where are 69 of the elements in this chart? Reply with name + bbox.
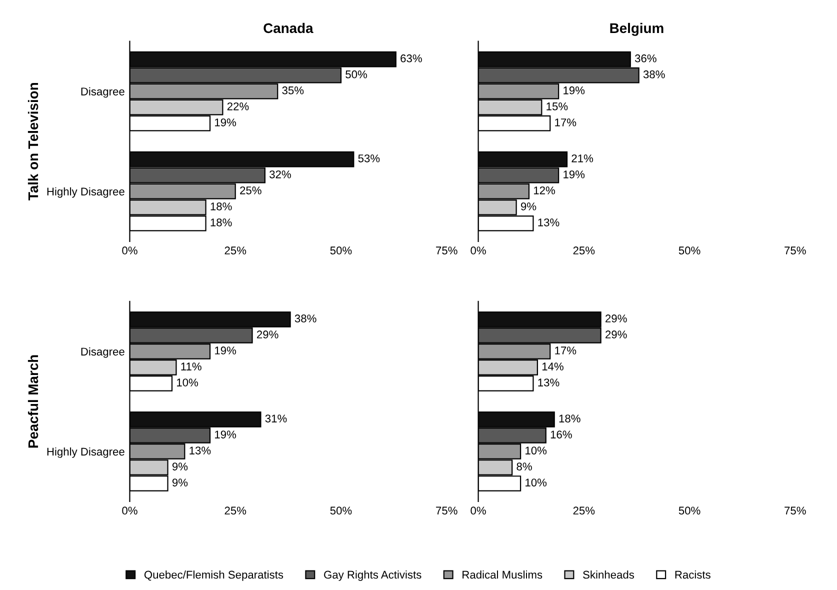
y-axis-title: Peacful March (28, 355, 38, 448)
data-label: 19% (564, 86, 585, 94)
x-tick-label: 0% (122, 246, 138, 254)
data-label: 32% (270, 170, 291, 178)
x-tick-label: 0% (122, 506, 138, 515)
x-tick-label: 0% (470, 246, 486, 254)
legend-label: Quebec/Flemish Separatists (144, 570, 284, 581)
x-tick-label: 75% (784, 246, 806, 254)
data-label: 36% (634, 54, 656, 62)
data-label: 14% (542, 362, 564, 370)
data-label: 10% (526, 446, 547, 454)
data-label: 8% (516, 462, 532, 470)
y-tick-label: Disagree (81, 87, 124, 98)
x-tick-label: 75% (436, 246, 458, 254)
data-label: 21% (572, 154, 594, 162)
x-tick-label: 50% (330, 246, 352, 254)
data-label: 19% (215, 118, 236, 126)
data-label: 11% (181, 362, 202, 370)
legend-label: Radical Muslims (462, 570, 542, 579)
data-label: 29% (606, 330, 627, 338)
data-label: 18% (210, 202, 232, 210)
data-label: 22% (227, 102, 249, 110)
data-label: 15% (546, 102, 568, 110)
data-label: 31% (265, 414, 287, 422)
data-label: 25% (240, 186, 262, 194)
data-label: 13% (538, 218, 560, 226)
x-tick-label: 50% (678, 246, 700, 254)
data-label: 10% (526, 478, 547, 486)
x-tick-label: 50% (330, 506, 352, 515)
data-label: 13% (190, 446, 211, 454)
x-tick-label: 0% (470, 506, 486, 515)
data-label: 16% (550, 430, 572, 438)
data-label: 53% (358, 154, 380, 162)
data-label: 29% (256, 330, 278, 338)
data-label: 10% (176, 378, 198, 386)
data-label: 18% (559, 414, 580, 422)
data-label: 63% (400, 54, 422, 62)
x-tick-label: 25% (573, 506, 595, 515)
data-label: 50% (346, 70, 367, 78)
data-label: 13% (538, 378, 560, 386)
data-label: 19% (564, 170, 585, 178)
legend-label: Skinheads (583, 570, 634, 579)
x-tick-label: 75% (436, 506, 458, 515)
legend-label: Gay Rights Activists (324, 570, 422, 581)
chart-title: Canada (264, 22, 314, 34)
y-axis-title: Talk on Television (28, 83, 38, 200)
y-tick-label: Highly Disagree (47, 187, 124, 198)
data-label: 19% (215, 430, 236, 438)
data-label: 9% (520, 202, 536, 210)
data-label: 38% (643, 70, 665, 78)
data-label: 12% (534, 186, 555, 194)
x-tick-label: 25% (573, 246, 595, 254)
data-label: 17% (555, 118, 576, 126)
data-label: 35% (282, 86, 304, 94)
x-tick-label: 75% (784, 506, 806, 515)
x-tick-label: 25% (224, 506, 246, 515)
data-label: 17% (555, 346, 576, 354)
data-label: 9% (172, 462, 188, 470)
data-label: 29% (606, 314, 627, 322)
data-label: 38% (294, 314, 316, 322)
x-tick-label: 25% (224, 246, 246, 254)
x-tick-label: 50% (678, 506, 700, 515)
data-label: 18% (210, 218, 232, 226)
chart-title: Belgium (610, 22, 664, 36)
y-tick-label: Disagree (81, 347, 124, 358)
data-label: 19% (215, 346, 236, 354)
y-tick-label: Highly Disagree (47, 447, 124, 458)
legend-label: Racists (675, 570, 710, 579)
data-label: 9% (172, 478, 188, 486)
